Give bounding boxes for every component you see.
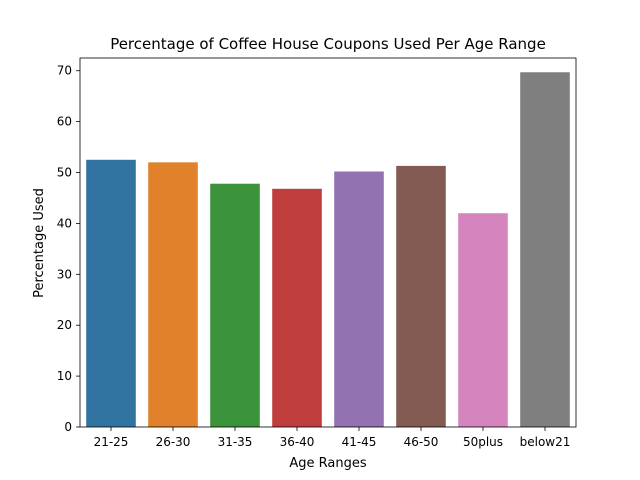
x-tick-label: below21: [520, 435, 571, 449]
bar-31-35: [210, 183, 260, 427]
y-tick-label: 20: [57, 318, 72, 332]
x-tick-label: 41-45: [342, 435, 377, 449]
x-tick-label: 46-50: [404, 435, 439, 449]
plot-frame: [79, 57, 577, 428]
x-tick-label: 31-35: [218, 435, 253, 449]
x-tick-label: 26-30: [156, 435, 191, 449]
bar-36-40: [272, 188, 322, 427]
y-tick-label: 70: [57, 64, 72, 78]
bar-below21: [520, 72, 570, 427]
bar-21-25: [86, 159, 136, 428]
y-axis-ticks: 0 10 20 30 40 50 60 70: [57, 64, 80, 434]
x-axis-label: Age Ranges: [289, 456, 366, 471]
bar-46-50: [396, 165, 446, 427]
y-tick-label: 50: [57, 166, 72, 180]
bar-41-45: [334, 171, 384, 427]
y-axis-label: Percentage Used: [32, 188, 47, 298]
x-tick-label: 21-25: [94, 435, 129, 449]
x-tick-label: 50plus: [463, 435, 503, 449]
x-axis-ticks: 21-25 26-30 31-35 36-40 41-45 46-50 50plus belo…: [94, 427, 571, 449]
bar-26-30: [148, 162, 198, 427]
chart-title: Percentage of Coffee House Coupons Used …: [110, 35, 546, 53]
y-tick-label: 0: [64, 420, 72, 434]
y-tick-label: 60: [57, 115, 72, 129]
bar-50plus: [458, 213, 508, 427]
x-tick-label: 36-40: [280, 435, 315, 449]
y-tick-label: 30: [57, 267, 72, 281]
y-tick-label: 10: [57, 369, 72, 383]
bars-group: [86, 72, 570, 428]
y-tick-label: 40: [57, 216, 72, 230]
